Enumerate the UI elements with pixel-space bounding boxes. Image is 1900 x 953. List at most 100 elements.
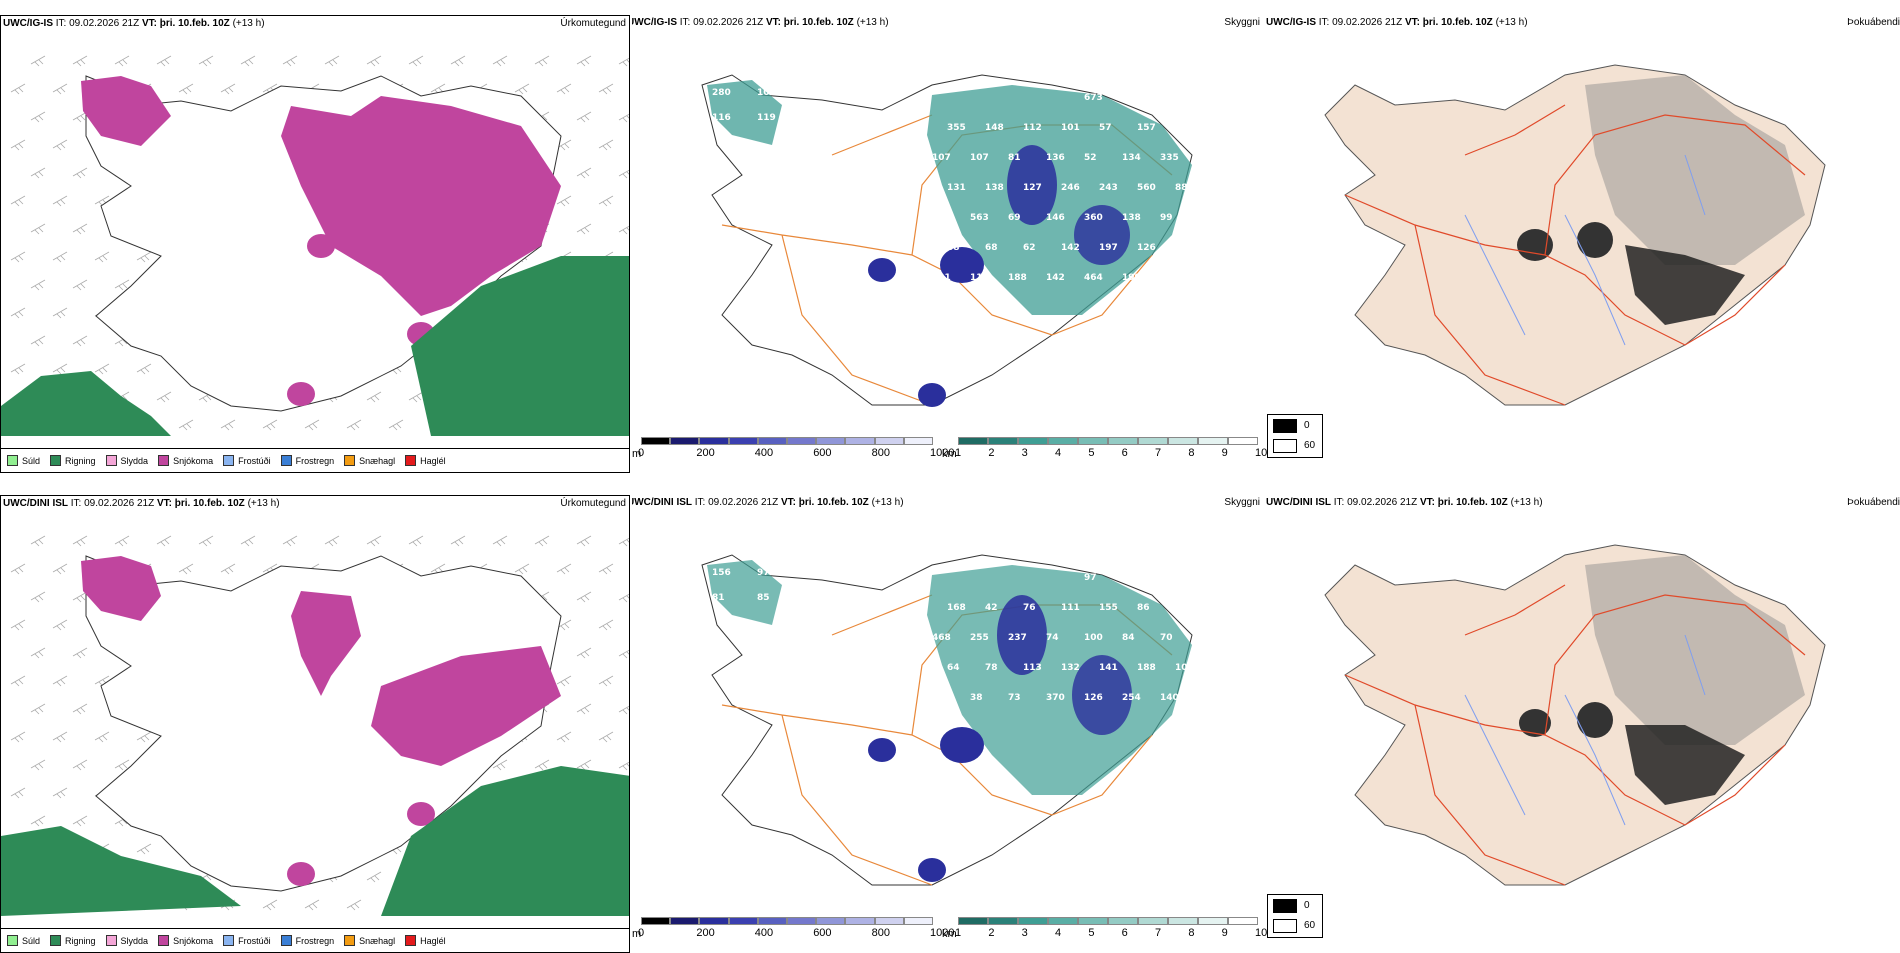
legend-swatch	[158, 935, 170, 946]
wind-barb	[576, 55, 592, 67]
ceiling-label: 464	[1084, 273, 1103, 283]
wind-barb	[598, 139, 614, 151]
wind-barb	[30, 335, 46, 347]
precip-legend: Súld Rigning Slydda Snjókoma Frostúði Frostre…	[1, 928, 629, 952]
legend-swatch	[280, 455, 292, 466]
ceiling-label: 86	[1137, 603, 1150, 613]
wind-barb	[388, 419, 404, 431]
legend-label: Rigning	[65, 935, 96, 946]
legend-item: Slydda	[105, 935, 148, 946]
ceiling-label: 68	[947, 243, 960, 253]
ceiling-label: 142	[1061, 243, 1080, 253]
wind-barb	[72, 535, 88, 547]
ceiling-label: 91	[1122, 573, 1135, 583]
legend-swatch	[7, 455, 18, 466]
legend-swatch	[405, 455, 417, 466]
wind-barb	[136, 251, 152, 263]
ceiling-label: 73	[1008, 693, 1021, 703]
wind-barb	[114, 759, 130, 771]
ceiling-label: 335	[1160, 153, 1179, 163]
wind-barb	[156, 55, 172, 67]
wind-barb	[618, 225, 629, 235]
red-roads	[1344, 584, 1806, 886]
wind-barb	[52, 731, 68, 743]
colorbar-tick: 6	[1121, 447, 1128, 459]
ceiling-label: 131	[932, 273, 951, 283]
ceiling-label: 57	[1099, 123, 1112, 133]
wind-barb	[346, 419, 362, 431]
wind-barb	[282, 535, 298, 547]
panel-title: Skyggni	[1224, 17, 1260, 28]
colorbar-segment	[988, 437, 1018, 445]
wind-barb	[282, 55, 298, 67]
ceiling-label: 243	[1099, 183, 1118, 193]
wind-barb	[408, 55, 424, 67]
colorbar-unit: km	[942, 928, 957, 940]
legend-swatch	[344, 935, 356, 946]
wind-barb	[618, 537, 629, 547]
wind-barb	[450, 55, 466, 67]
ceiling-label: 84	[1122, 633, 1135, 643]
legend-item: Frostregn	[280, 935, 334, 946]
colorbar-segment	[1078, 917, 1108, 925]
wind-barb	[52, 363, 68, 375]
ceiling-label: 131	[947, 183, 966, 193]
ceiling-label: 52	[1084, 153, 1097, 163]
colorbar-tick: 5	[1088, 927, 1095, 939]
wind-barb	[52, 307, 68, 319]
colorbar-segment	[670, 917, 700, 925]
low-visibility-area	[927, 85, 1192, 315]
fog-label: 0	[1304, 900, 1310, 911]
wind-barb	[492, 55, 508, 67]
wind-barb	[10, 787, 26, 799]
colorbar-tick: 600	[813, 447, 832, 459]
panel-header: UWC/DINI ISL IT: 09.02.2026 21Z VT: þri.…	[632, 497, 904, 508]
low-visibility-area	[707, 80, 782, 145]
wind-barb	[576, 647, 592, 659]
colorbar-segment	[1078, 437, 1108, 445]
wind-barb	[72, 279, 88, 291]
snow-area	[371, 646, 561, 766]
colorbar-segment	[1228, 437, 1258, 445]
wind-barb	[534, 535, 550, 547]
ceiling-label: 44	[947, 303, 960, 313]
ceiling-label: 188	[1008, 273, 1027, 283]
wind-barb	[598, 731, 614, 743]
wind-barb	[262, 419, 278, 431]
colorbar-tick: 200	[696, 927, 715, 939]
ceiling-label: 81	[712, 593, 725, 603]
ceiling-label: 133	[1160, 573, 1179, 583]
ceiling-label: 89	[1122, 93, 1135, 103]
colorbar-tick: 600	[813, 927, 832, 939]
ceiling-label: 360	[1084, 213, 1103, 223]
colorbar-segment	[845, 917, 875, 925]
wind-barb	[598, 195, 614, 207]
legend-swatch	[405, 935, 417, 946]
ceiling-label: 199	[1122, 273, 1141, 283]
wind-barb	[30, 55, 46, 67]
colorbar-tick: 3	[1021, 447, 1028, 459]
wind-barb	[30, 535, 46, 547]
fog-map-1	[1324, 64, 1826, 406]
ceiling-label: 97	[1084, 573, 1097, 583]
visibility-panel-1: 280 105 116 119 673 89 87 355 148 112 101 57 157 204 1…	[632, 15, 1262, 460]
wind-barb	[52, 675, 68, 687]
ceiling-label: 74	[1046, 633, 1059, 643]
legend-item: Snæhagl	[344, 935, 395, 946]
wind-barb	[534, 759, 550, 771]
navy-area	[997, 595, 1047, 675]
colorbar-segment	[1018, 917, 1048, 925]
colorbar-segment	[845, 437, 875, 445]
wind-barb	[556, 195, 572, 207]
legend-item: Haglél	[405, 935, 446, 946]
legend-item: Haglél	[405, 455, 446, 466]
panel-title: Þokuábendi	[1847, 497, 1900, 508]
wind-barb	[52, 563, 68, 575]
legend-label: Haglél	[420, 935, 446, 946]
colorbar-tick: 4	[1055, 447, 1062, 459]
ceiling-label: 64	[932, 693, 945, 703]
colorbar-segment	[1168, 437, 1198, 445]
wind-barb	[94, 363, 110, 375]
wind-barb	[240, 55, 256, 67]
legend-label: Snjókoma	[173, 455, 214, 466]
